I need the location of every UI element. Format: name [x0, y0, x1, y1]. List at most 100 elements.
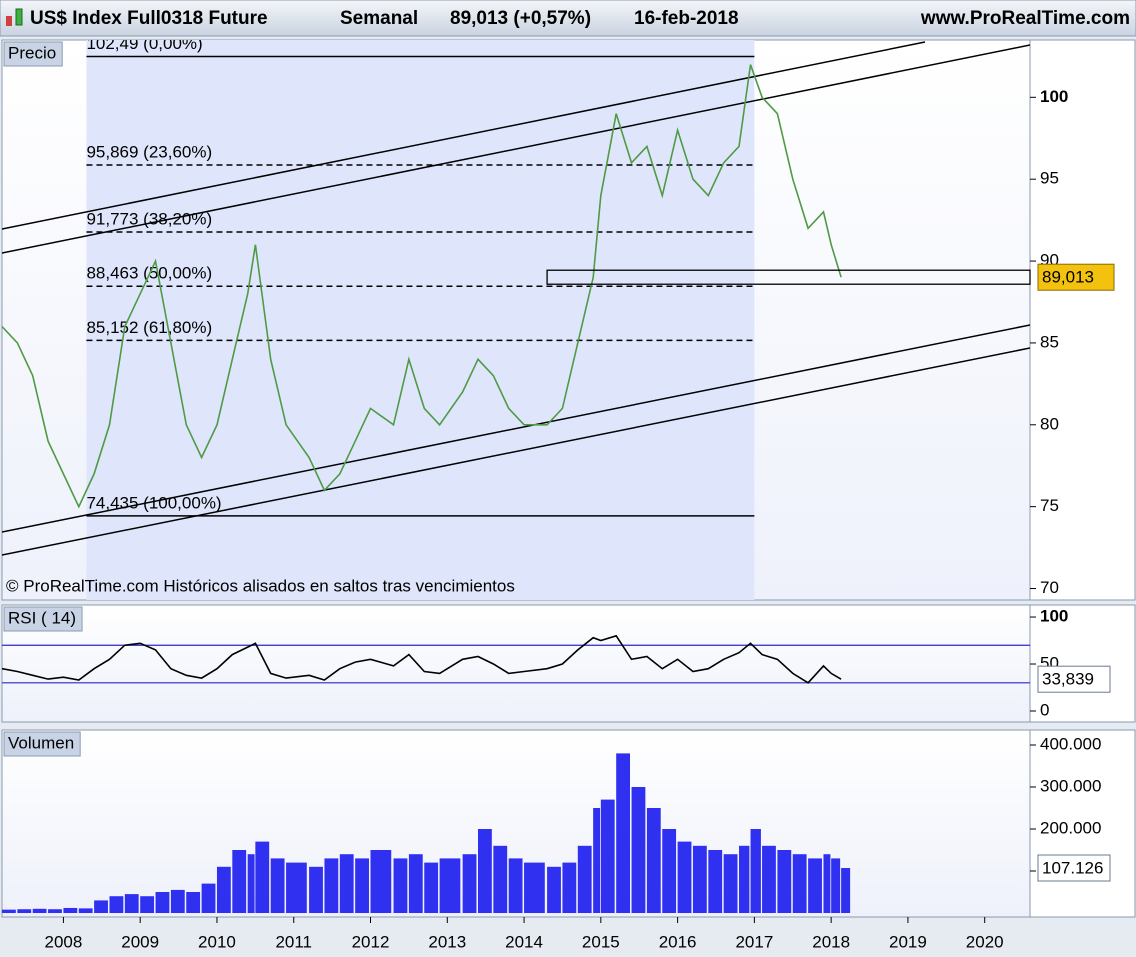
bar: [692, 845, 707, 914]
bar: [286, 862, 307, 914]
panel-title-box: [3, 41, 63, 67]
axis-area: [1029, 729, 1136, 918]
bar: [124, 894, 139, 914]
channel-line: [2, 324, 1030, 533]
y-tick-label: 85: [1040, 332, 1059, 351]
bar: [17, 909, 32, 914]
bar: [600, 799, 615, 914]
note: © ProRealTime.com Históricos alisados en…: [6, 576, 515, 595]
bar: [370, 850, 392, 914]
y-tick-label: 80: [1040, 414, 1059, 433]
x-tick-label: 2016: [659, 932, 697, 951]
bar: [477, 829, 492, 914]
y-tick-label: 100: [1040, 87, 1068, 106]
bar: [547, 866, 561, 914]
x-tick-label: 2018: [812, 932, 850, 951]
x-tick-label: 2011: [275, 932, 312, 951]
current-label: 33,839: [1042, 670, 1094, 689]
x-tick-label: 2013: [428, 932, 466, 951]
panel-title-box: [3, 731, 81, 757]
bar: [109, 896, 124, 914]
bar: [324, 858, 339, 914]
y-tick-label: 75: [1040, 496, 1059, 515]
x-tick-label: 2017: [735, 932, 773, 951]
x-tick-label: 2015: [582, 932, 620, 951]
bar: [593, 808, 601, 914]
bar: [739, 845, 750, 914]
bar: [750, 829, 761, 914]
bar: [462, 854, 477, 914]
y-tick-label: 100: [1040, 607, 1068, 626]
y-tick-label: 300.000: [1040, 776, 1101, 795]
current-label: 89,013: [1042, 268, 1094, 287]
y-tick-label: 200.000: [1040, 818, 1101, 837]
x-tick-label: 2019: [889, 932, 927, 951]
channel-line: [2, 347, 1030, 556]
x-tick-label: 2012: [352, 932, 390, 951]
bar: [408, 854, 423, 914]
axis-area: [1029, 604, 1136, 723]
level-label: 102,49 (0,00%): [86, 34, 202, 53]
channel-line: [2, 41, 926, 230]
x-tick-label: 2008: [45, 932, 83, 951]
bar: [493, 845, 508, 914]
bar: [355, 858, 369, 914]
panel-title-box: [3, 606, 83, 632]
bar: [777, 850, 792, 914]
bar: [424, 862, 439, 914]
level-label: 91,773 (38,20%): [86, 210, 212, 229]
bar: [170, 889, 185, 914]
bar: [808, 858, 822, 914]
site: www.ProRealTime.com: [920, 8, 1130, 29]
bar: [646, 808, 661, 914]
bar: [339, 854, 354, 914]
header-bar: [0, 0, 1136, 37]
current-box: [1037, 263, 1115, 291]
series-line: [2, 634, 842, 684]
y-tick-label: 0: [1040, 700, 1049, 719]
bar: [270, 858, 285, 914]
bar: [662, 829, 677, 914]
x-tick-label: 2020: [966, 932, 1004, 951]
header-icon: [6, 8, 23, 26]
bar: [155, 892, 170, 914]
current-label: 107.126: [1042, 858, 1103, 877]
bar: [841, 868, 851, 914]
level-label: 95,869 (23,60%): [86, 142, 212, 161]
bar: [48, 909, 62, 914]
bar: [140, 896, 155, 914]
level-label: 85,152 (61,80%): [86, 318, 212, 337]
bar: [94, 900, 108, 914]
bar: [2, 909, 16, 914]
bar: [831, 858, 841, 914]
y-tick-label: 70: [1040, 578, 1059, 597]
current-box: [1037, 854, 1111, 882]
bar: [631, 786, 646, 914]
bar: [186, 892, 201, 914]
period: Semanal: [340, 8, 418, 29]
bar: [201, 883, 216, 914]
bar: [78, 908, 93, 914]
quote: 89,013 (+0,57%): [450, 8, 591, 29]
bar: [823, 854, 831, 914]
bar: [562, 862, 577, 914]
bar: [393, 858, 408, 914]
fib-zone: [86, 40, 755, 600]
bar: [216, 866, 231, 914]
bar: [63, 907, 78, 914]
y-tick-label: 95: [1040, 169, 1059, 188]
x-tick-label: 2009: [121, 932, 159, 951]
axis-area: [1029, 39, 1136, 601]
current-band: [546, 269, 1031, 285]
bar: [309, 866, 323, 914]
symbol: US$ Index Full0318 Future: [30, 8, 268, 29]
bar: [524, 862, 545, 914]
bar: [232, 850, 247, 914]
bar: [616, 753, 631, 914]
bar: [677, 841, 692, 914]
plot: 102,49 (0,00%) 95,869 (23,60%) 91,773 (38,…: [2, 34, 1030, 600]
bar: [439, 858, 461, 914]
bar: [247, 854, 255, 914]
bar: [32, 908, 47, 914]
